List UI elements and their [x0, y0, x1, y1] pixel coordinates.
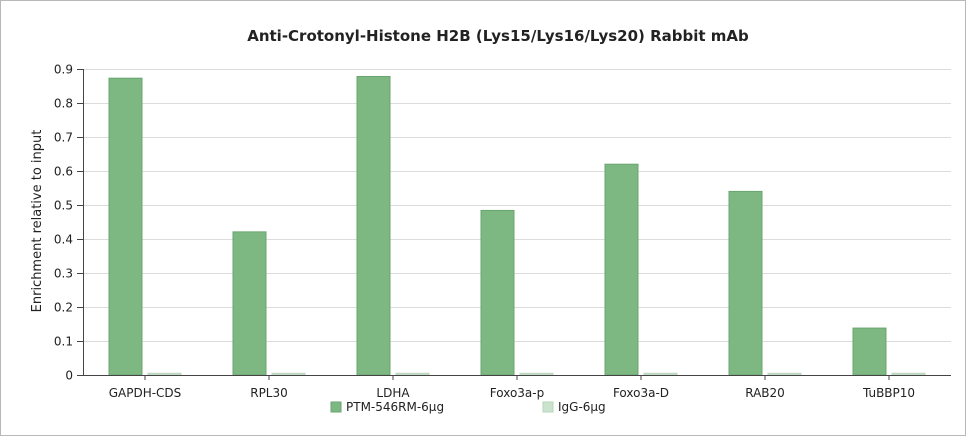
y-tick-label: 0.8 — [54, 97, 73, 111]
bar-igg — [519, 372, 554, 376]
bar-igg — [271, 372, 306, 376]
legend-swatch — [542, 401, 554, 413]
x-tick-label: RAB20 — [745, 386, 785, 400]
y-tick-label: 0.2 — [54, 301, 73, 315]
bar-ptm — [604, 163, 639, 376]
y-tick-labels: 0 0.1 0.2 0.3 0.4 0.5 0.6 0.7 0.8 0.9 — [54, 63, 83, 383]
y-tick-label: 0 — [65, 369, 73, 383]
x-tick-labels: GAPDH-CDS RPL30 LDHA Foxo3a-p Foxo3a-D RAB20 T… — [109, 375, 915, 400]
bar-igg — [643, 372, 678, 376]
x-tick-label: LDHA — [376, 386, 410, 400]
legend-label: PTM-546RM-6μg — [346, 400, 444, 414]
bar-ptm — [108, 77, 143, 376]
bar-ptm — [480, 209, 515, 376]
legend: PTM-546RM-6μg IgG-6μg — [330, 400, 606, 414]
bar-ptm — [232, 231, 267, 376]
x-tick-label: Foxo3a-p — [490, 386, 544, 400]
y-tick-label: 0.1 — [54, 335, 73, 349]
bar-ptm — [852, 327, 887, 376]
x-tick-label: RPL30 — [250, 386, 288, 400]
y-tick-label: 0.4 — [54, 233, 73, 247]
x-tick-label: GAPDH-CDS — [109, 386, 182, 400]
bar-igg — [395, 372, 430, 376]
bar-igg — [891, 372, 926, 376]
gridlines — [83, 69, 951, 342]
bar-ptm — [728, 190, 763, 376]
y-tick-label: 0.5 — [54, 199, 73, 213]
y-tick-label: 0.7 — [54, 131, 73, 145]
legend-label: IgG-6μg — [558, 400, 606, 414]
bars — [108, 75, 926, 376]
bar-igg — [767, 372, 802, 376]
bar-ptm — [356, 75, 391, 376]
y-tick-label: 0.9 — [54, 63, 73, 77]
bar-igg — [147, 372, 182, 376]
chart-title: Anti-Crotonyl-Histone H2B (Lys15/Lys16/L… — [247, 27, 749, 45]
legend-swatch — [330, 401, 342, 413]
y-axis-label: Enrichment relative to input — [30, 130, 45, 313]
x-tick-label: Foxo3a-D — [613, 386, 669, 400]
x-tick-label: TuBBP10 — [862, 386, 915, 400]
y-tick-label: 0.6 — [54, 165, 73, 179]
y-tick-label: 0.3 — [54, 267, 73, 281]
